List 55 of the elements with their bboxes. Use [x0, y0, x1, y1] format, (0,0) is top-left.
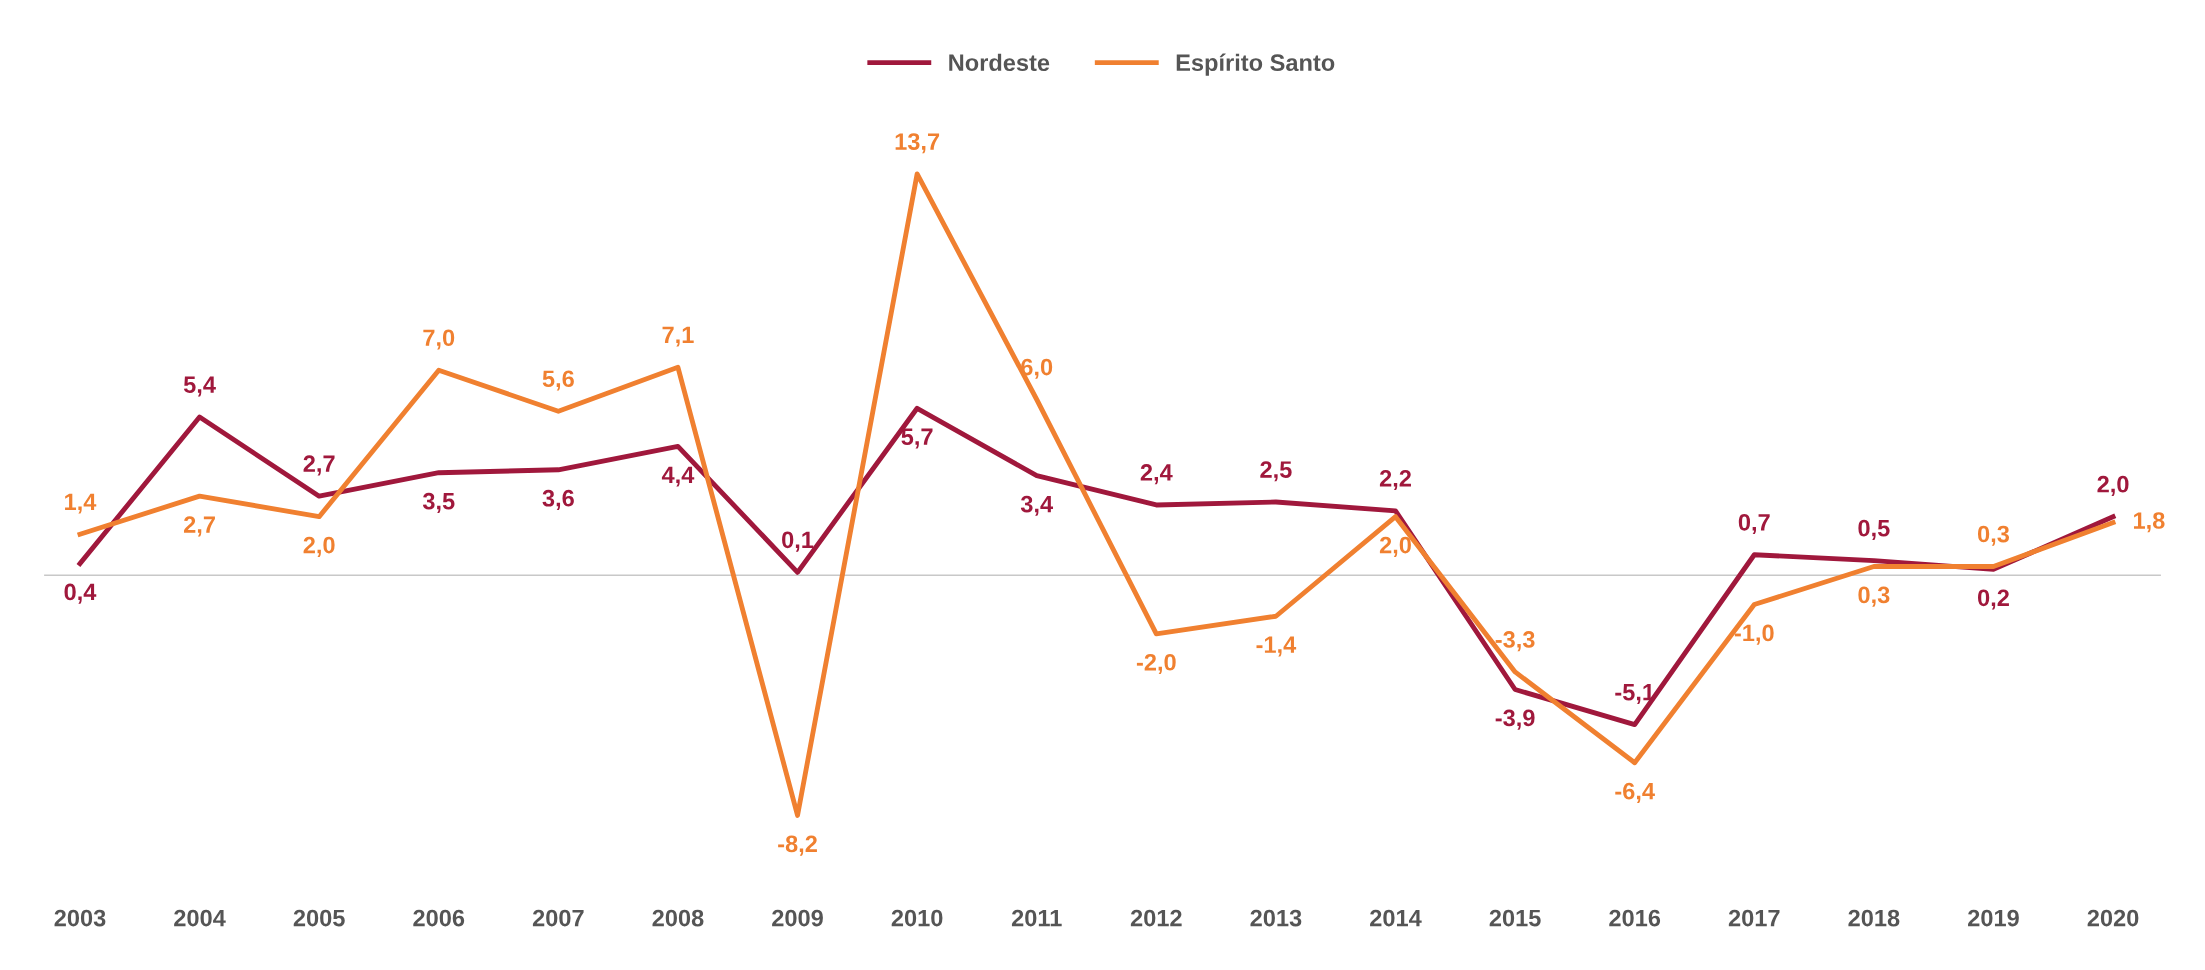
data-label: 0,7: [1738, 513, 1770, 535]
x-tick-label: 2003: [54, 909, 106, 927]
data-label: -8,2: [778, 835, 817, 856]
data-label: -5,1: [1615, 684, 1655, 704]
x-tick-label: 2014: [1370, 909, 1422, 927]
data-label: 2,0: [2097, 475, 2129, 496]
data-label: -1,0: [1734, 624, 1774, 645]
data-label: 7,1: [662, 326, 694, 347]
x-tick-label: 2016: [1609, 909, 1661, 927]
data-label: 0,3: [1858, 586, 1890, 607]
data-label: 3,5: [422, 492, 455, 513]
x-tick-label: 2019: [1968, 909, 2019, 927]
data-label: -2,0: [1136, 653, 1176, 675]
data-label: 0,1: [782, 531, 814, 552]
x-tick-label: 2017: [1728, 909, 1780, 927]
data-label: 2,0: [1379, 536, 1411, 557]
x-tick-label: 2010: [891, 909, 943, 927]
x-tick-label: 2007: [532, 909, 584, 927]
data-label: -1,4: [1256, 636, 1297, 657]
x-tick-label: 2018: [1848, 909, 1900, 927]
x-tick-label: 2009: [772, 909, 823, 927]
data-label: 7,0: [423, 329, 455, 350]
x-tick-label: 2005: [293, 909, 345, 927]
x-tick-label: 2004: [174, 909, 226, 927]
data-label: 1,4: [65, 493, 97, 514]
data-label: 3,4: [1020, 495, 1054, 516]
legend-label: Espírito Santo: [1176, 53, 1335, 76]
data-label: 2,5: [1260, 461, 1292, 482]
data-label: 3,6: [542, 489, 574, 511]
legend-label: Nordeste: [949, 53, 1050, 72]
data-label: -3,9: [1495, 709, 1535, 730]
x-tick-label: 2013: [1250, 909, 1302, 927]
data-label: 13,7: [895, 133, 940, 154]
data-label: 2,0: [303, 536, 335, 557]
data-label: 5,7: [901, 428, 933, 449]
data-label: 0,5: [1858, 519, 1890, 540]
x-tick-label: 2008: [652, 909, 704, 927]
data-label: 5,4: [183, 376, 216, 397]
data-label: 0,2: [1977, 589, 2009, 610]
x-tick-label: 2012: [1130, 909, 1182, 927]
data-label: 2,2: [1379, 469, 1411, 491]
x-tick-label: 2020: [2087, 909, 2139, 927]
data-label: 0,3: [1977, 525, 2010, 546]
data-label: 5,6: [542, 370, 574, 391]
x-tick-label: 2011: [1011, 909, 1062, 927]
data-label: 1,8: [2133, 512, 2165, 533]
data-label: -6,4: [1615, 782, 1655, 803]
data-label: -3,3: [1495, 631, 1535, 652]
data-label: 0,4: [64, 583, 97, 604]
data-label: 2,7: [183, 516, 215, 537]
x-tick-label: 2015: [1489, 909, 1541, 927]
data-label: 2,4: [1140, 464, 1173, 485]
data-label: 4,4: [661, 466, 695, 487]
x-tick-label: 2006: [413, 909, 465, 927]
data-label: 2,7: [303, 455, 335, 476]
